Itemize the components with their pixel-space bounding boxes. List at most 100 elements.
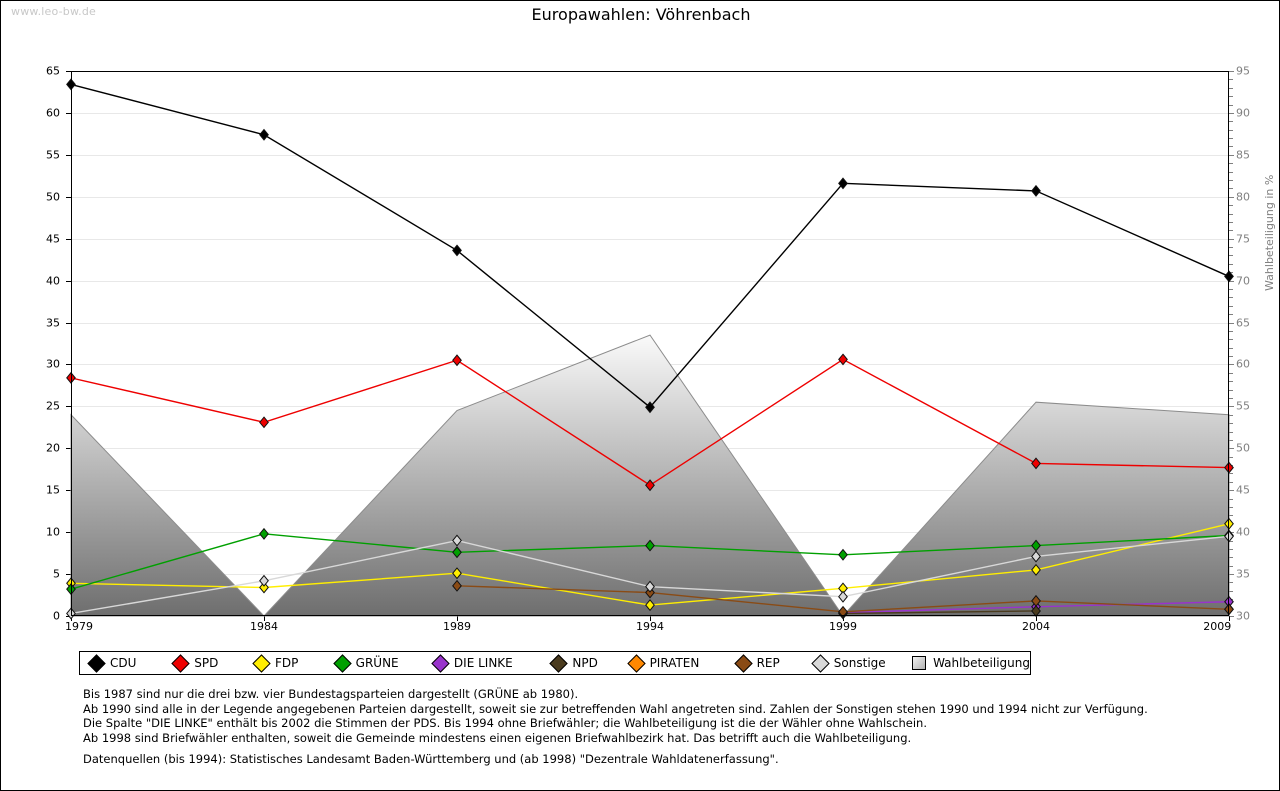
footnote-line: Bis 1987 sind nur die drei bzw. vier Bun… bbox=[83, 687, 579, 701]
point-fdp-2004 bbox=[1031, 563, 1041, 576]
right-minor-tick bbox=[1229, 247, 1233, 249]
chart-legend[interactable]: CDU SPD FDP GRÜNE DIE LINKE NPD PIRATEN REP Sons… bbox=[79, 651, 1031, 675]
point-cdu-1994 bbox=[645, 401, 655, 414]
point-cdu-1984 bbox=[259, 128, 269, 141]
right-minor-tick bbox=[1229, 389, 1233, 391]
right-minor-tick bbox=[1229, 590, 1233, 592]
right-minor-tick bbox=[1229, 398, 1233, 399]
legend-item-cdu[interactable]: CDU bbox=[80, 653, 174, 673]
legend-item-npd[interactable]: NPD bbox=[549, 653, 629, 673]
gridline bbox=[71, 322, 1229, 324]
left-tick-label: 65 bbox=[46, 64, 60, 78]
point-fdp-1984 bbox=[259, 581, 269, 594]
right-minor-tick bbox=[1229, 481, 1233, 483]
legend-item-spd[interactable]: SPD bbox=[171, 653, 255, 673]
gridline bbox=[71, 238, 1229, 240]
right-minor-tick bbox=[1229, 582, 1233, 584]
legend-item-rep[interactable]: REP bbox=[733, 653, 814, 673]
right-tick-mark bbox=[1229, 574, 1234, 576]
right-minor-tick bbox=[1229, 221, 1233, 223]
left-tick-label: 50 bbox=[46, 190, 60, 204]
legend-label: DIE LINKE bbox=[453, 656, 513, 670]
point-fdp-2009 bbox=[1224, 517, 1234, 530]
legend-item-fdp[interactable]: FDP bbox=[252, 653, 336, 673]
point-rep-1989 bbox=[452, 579, 462, 592]
gridline bbox=[71, 280, 1229, 282]
legend-diamond-icon bbox=[87, 653, 106, 673]
point-spd-1984 bbox=[259, 416, 269, 429]
left-tick-label: 20 bbox=[46, 441, 60, 455]
x-tick-mark bbox=[1229, 616, 1230, 621]
data-sources: Datenquellen (bis 1994): Statistisches L… bbox=[83, 752, 779, 766]
right-tick-label: 75 bbox=[1236, 232, 1250, 246]
point-sonstige-1984 bbox=[259, 574, 269, 587]
right-minor-tick bbox=[1229, 439, 1233, 441]
point-sonstige-2009 bbox=[1224, 530, 1234, 543]
left-tick-mark bbox=[66, 574, 71, 576]
legend-diamond-icon bbox=[332, 653, 352, 673]
right-tick-mark bbox=[1229, 154, 1234, 156]
point-cdu-2009 bbox=[1224, 270, 1234, 283]
right-tick-mark bbox=[1229, 364, 1234, 366]
right-tick-label: 85 bbox=[1236, 148, 1250, 162]
left-tick-label: 35 bbox=[46, 316, 60, 330]
left-tick-mark bbox=[66, 448, 71, 450]
right-tick-label: 50 bbox=[1236, 441, 1250, 455]
right-minor-tick bbox=[1229, 305, 1233, 307]
legend-label: Sonstige bbox=[833, 656, 886, 670]
right-minor-tick bbox=[1229, 565, 1233, 567]
point-grüne-1989 bbox=[452, 546, 462, 559]
legend-item-die-linke[interactable]: DIE LINKE bbox=[431, 653, 552, 673]
right-tick-mark bbox=[1229, 616, 1234, 617]
right-minor-tick bbox=[1229, 507, 1233, 508]
legend-item-grüne[interactable]: GRÜNE bbox=[332, 653, 434, 673]
point-sonstige-1989 bbox=[452, 534, 462, 547]
left-tick-label: 60 bbox=[46, 106, 60, 120]
right-minor-tick bbox=[1229, 121, 1233, 123]
right-minor-tick bbox=[1229, 138, 1233, 140]
right-tick-mark bbox=[1229, 71, 1234, 72]
right-tick-mark bbox=[1229, 322, 1234, 324]
right-minor-tick bbox=[1229, 87, 1233, 89]
right-minor-tick bbox=[1229, 330, 1233, 332]
right-minor-tick bbox=[1229, 372, 1233, 374]
x-tick-label: 1999 bbox=[829, 620, 857, 633]
point-fdp-1994 bbox=[645, 599, 655, 612]
x-tick-mark bbox=[650, 616, 651, 621]
left-tick-mark bbox=[66, 71, 71, 72]
right-minor-tick bbox=[1229, 456, 1233, 458]
left-tick-mark bbox=[66, 238, 71, 240]
point-cdu-1999 bbox=[838, 177, 848, 190]
legend-item-sonstige[interactable]: Sonstige bbox=[811, 653, 912, 673]
point-sonstige-2004 bbox=[1031, 550, 1041, 563]
legend-label: Wahlbeteiligung bbox=[933, 656, 1030, 670]
point-spd-1994 bbox=[645, 479, 655, 492]
left-tick-label: 40 bbox=[46, 274, 60, 288]
right-minor-tick bbox=[1229, 557, 1233, 559]
right-tick-label: 80 bbox=[1236, 190, 1250, 204]
right-axis-label: Wahlbeteiligung in % bbox=[1263, 174, 1276, 291]
right-minor-tick bbox=[1229, 230, 1233, 232]
right-tick-mark bbox=[1229, 406, 1234, 408]
legend-label: REP bbox=[756, 656, 780, 670]
x-tick-label: 2004 bbox=[1022, 620, 1050, 633]
left-tick-label: 15 bbox=[46, 483, 60, 497]
right-minor-tick bbox=[1229, 255, 1233, 257]
x-tick-mark bbox=[457, 616, 458, 621]
x-tick-label: 1984 bbox=[250, 620, 278, 633]
right-tick-label: 65 bbox=[1236, 316, 1250, 330]
left-tick-label: 30 bbox=[46, 357, 60, 371]
point-cdu-2004 bbox=[1031, 184, 1041, 197]
legend-item-wahlbeteiligung[interactable]: Wahlbeteiligung bbox=[912, 656, 1030, 670]
left-tick-mark bbox=[66, 364, 71, 366]
point-grüne-1994 bbox=[645, 539, 655, 552]
point-grüne-1999 bbox=[838, 548, 848, 561]
x-tick-label: 1979 bbox=[65, 620, 93, 633]
legend-item-piraten[interactable]: PIRATEN bbox=[626, 653, 737, 673]
right-tick-mark bbox=[1229, 490, 1234, 492]
footnote-line: Ab 1990 sind alle in der Legende angegeb… bbox=[83, 701, 1148, 716]
watermark: www.leo-bw.de bbox=[11, 5, 97, 18]
right-minor-tick bbox=[1229, 414, 1233, 416]
right-minor-tick bbox=[1229, 213, 1233, 215]
